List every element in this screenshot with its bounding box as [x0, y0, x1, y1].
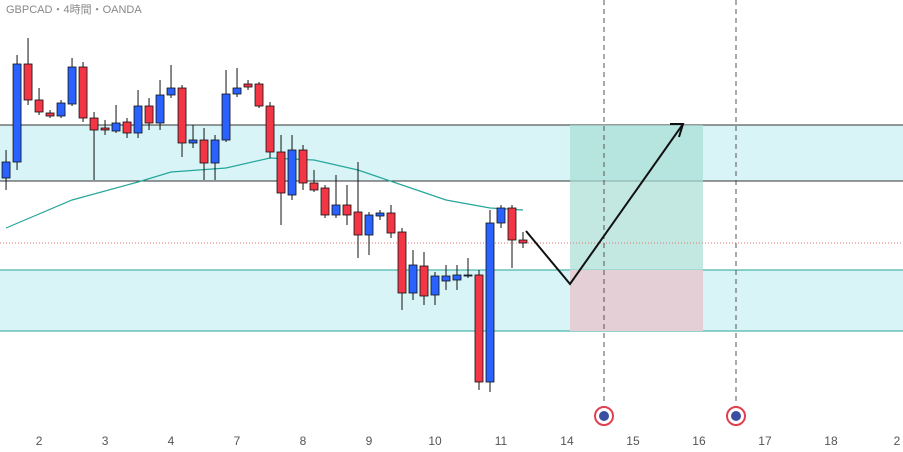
candle-body [485, 222, 495, 383]
candle-body [89, 117, 99, 131]
candle-body [67, 66, 77, 105]
x-tick-label: 2 [36, 434, 43, 448]
candle-body [111, 122, 121, 132]
candle-body [100, 127, 110, 131]
candle-body [133, 105, 143, 134]
candle-body [441, 275, 451, 282]
x-tick-label: 10 [428, 434, 442, 448]
x-tick-label: 17 [758, 434, 772, 448]
candle-body [287, 149, 297, 196]
x-tick-label: 2 [894, 434, 901, 448]
candle-body [474, 274, 484, 383]
candle-body [23, 63, 33, 101]
candle-body [452, 274, 462, 281]
candle-body [188, 139, 198, 144]
candle-body [397, 231, 407, 294]
candle-body [276, 151, 286, 194]
x-tick-label: 18 [824, 434, 838, 448]
candle-body [375, 212, 385, 217]
event-flag-icon [731, 411, 741, 421]
stop-box [570, 270, 703, 331]
candle-body [265, 105, 275, 153]
x-tick-label: 15 [626, 434, 640, 448]
candle-body [419, 265, 429, 297]
candle-body [386, 212, 396, 234]
x-tick-label: 3 [102, 434, 109, 448]
candle-body [45, 112, 55, 117]
candle-body [34, 99, 44, 113]
candle-body [144, 105, 154, 124]
candle-body [353, 211, 363, 236]
candle-body [166, 87, 176, 96]
candle-body [507, 207, 517, 241]
candle-body [56, 102, 66, 117]
x-tick-label: 14 [560, 434, 574, 448]
x-tick-label: 8 [300, 434, 307, 448]
zone-upper [0, 125, 903, 181]
candle-body [408, 264, 418, 294]
candle-body [210, 139, 220, 164]
candle-body [199, 139, 209, 164]
candle-body [309, 182, 319, 191]
candle-body [155, 94, 165, 124]
projection-arrow [525, 123, 684, 286]
arrow-head [670, 123, 685, 138]
candle-body [463, 274, 473, 277]
x-tick-label: 7 [234, 434, 241, 448]
x-tick-label: 9 [366, 434, 373, 448]
candle-body [243, 83, 253, 88]
candle-body [78, 66, 88, 119]
event-flag-icon [599, 411, 609, 421]
candle-body [1, 161, 11, 179]
candle-body [12, 63, 22, 163]
zone-lower [0, 270, 903, 331]
candle-body [254, 83, 264, 107]
candle-body [496, 207, 506, 224]
target-box [570, 125, 703, 270]
x-tick-label: 11 [495, 434, 508, 448]
candle-body [320, 187, 330, 216]
candle-body [298, 149, 308, 184]
candle-body [518, 239, 528, 244]
candle-body [342, 204, 352, 216]
x-tick-label: 16 [692, 434, 706, 448]
candle-body [364, 214, 374, 236]
candle-body [430, 275, 440, 296]
candle-body [122, 121, 132, 134]
candle-body [221, 93, 231, 141]
x-tick-label: 4 [168, 434, 175, 448]
zones [0, 0, 903, 426]
candle-body [331, 204, 341, 216]
candle-body [177, 87, 187, 144]
candle-body [232, 87, 242, 95]
chart-title: GBPCAD・4時間・OANDA [6, 3, 142, 16]
